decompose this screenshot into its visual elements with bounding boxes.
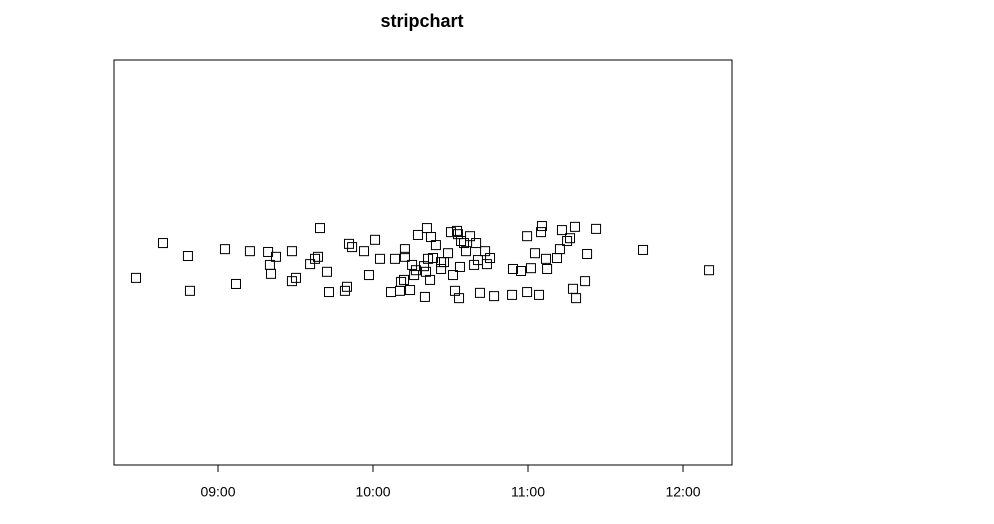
- chart-title: stripchart: [380, 11, 463, 31]
- point: [529, 248, 540, 259]
- point: [347, 242, 358, 253]
- point: [536, 221, 547, 232]
- point: [290, 272, 301, 283]
- point: [421, 223, 432, 234]
- point: [184, 285, 195, 296]
- point: [412, 229, 423, 240]
- point: [452, 229, 463, 240]
- point: [131, 272, 142, 283]
- point: [323, 287, 334, 298]
- point: [182, 251, 193, 262]
- point: [270, 251, 281, 262]
- point: [399, 244, 410, 255]
- point: [704, 265, 715, 276]
- point: [436, 263, 447, 274]
- point: [481, 259, 492, 270]
- point: [552, 253, 563, 264]
- point: [396, 276, 407, 287]
- point: [522, 231, 533, 242]
- point: [447, 270, 458, 281]
- point: [341, 281, 352, 292]
- point: [454, 293, 465, 304]
- point: [485, 253, 496, 264]
- point: [522, 287, 533, 298]
- point: [399, 251, 410, 262]
- point: [540, 253, 551, 264]
- point: [310, 253, 321, 264]
- point: [374, 253, 385, 264]
- point: [471, 238, 482, 249]
- point: [405, 285, 416, 296]
- point: [474, 287, 485, 298]
- point: [458, 238, 469, 249]
- point: [452, 225, 463, 236]
- point: [638, 244, 649, 255]
- point: [534, 289, 545, 300]
- point: [591, 223, 602, 234]
- point: [525, 263, 536, 274]
- point: [439, 257, 450, 268]
- point: [312, 251, 323, 262]
- point: [399, 274, 410, 285]
- point: [266, 268, 277, 279]
- x-tick-label: 12:00: [665, 484, 700, 500]
- point: [542, 263, 553, 274]
- point: [456, 236, 467, 247]
- point: [507, 263, 518, 274]
- point: [461, 246, 472, 257]
- point: [569, 221, 580, 232]
- point: [554, 244, 565, 255]
- point: [425, 274, 436, 285]
- point: [489, 291, 500, 302]
- point: [565, 233, 576, 244]
- point: [571, 293, 582, 304]
- point: [430, 240, 441, 251]
- point: [567, 283, 578, 294]
- point: [556, 225, 567, 236]
- point: [454, 261, 465, 272]
- point: [507, 289, 518, 300]
- x-tick-label: 09:00: [200, 484, 235, 500]
- point: [582, 248, 593, 259]
- point: [390, 253, 401, 264]
- point: [394, 285, 405, 296]
- point: [445, 227, 456, 238]
- point: [419, 291, 430, 302]
- point: [562, 236, 573, 247]
- point: [286, 246, 297, 257]
- point: [219, 244, 230, 255]
- point: [363, 270, 374, 281]
- point: [385, 287, 396, 298]
- point: [443, 248, 454, 259]
- point: [230, 278, 241, 289]
- point: [315, 223, 325, 234]
- x-tick-label: 11:00: [511, 484, 545, 500]
- plot-frame: [113, 59, 733, 466]
- point: [407, 259, 418, 270]
- point: [244, 246, 255, 257]
- x-tick-label: 10:00: [355, 484, 390, 500]
- point: [370, 234, 381, 245]
- point: [536, 227, 547, 238]
- point: [321, 266, 332, 277]
- point: [580, 276, 591, 287]
- point: [343, 238, 354, 249]
- point: [465, 231, 476, 242]
- point: [516, 266, 527, 277]
- point: [359, 246, 370, 257]
- point: [157, 238, 168, 249]
